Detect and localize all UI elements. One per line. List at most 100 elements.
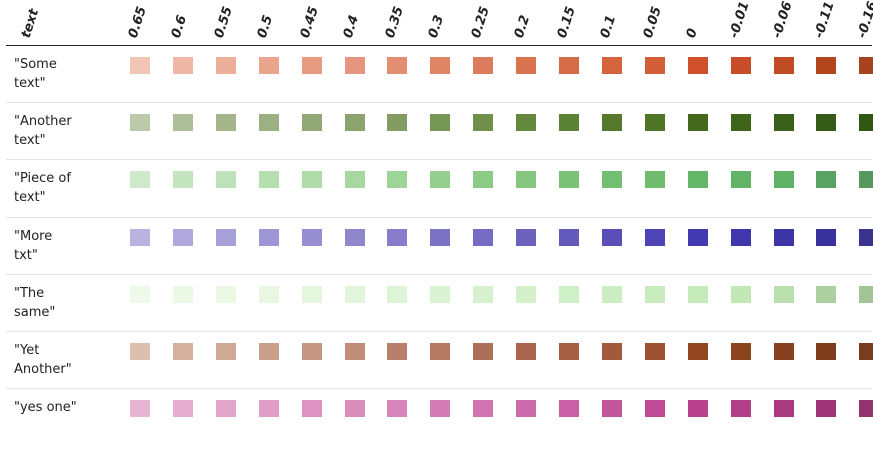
heatmap-cell [816, 343, 837, 360]
heatmap-cell [130, 343, 150, 360]
heatmap-cell [644, 228, 665, 246]
heatmap-cell [130, 114, 150, 132]
heatmap-cell [172, 57, 193, 74]
heatmap-cell [559, 228, 579, 246]
heatmap-cell [730, 285, 751, 303]
column-header-label: 0.05 [640, 4, 665, 40]
heatmap-cell [430, 343, 451, 360]
column-header-label: -0.11 [812, 0, 838, 41]
row-label: "Another text" [14, 114, 72, 149]
heatmap-cell [773, 171, 794, 189]
column-header-label: 0 [683, 26, 701, 40]
heatmap-cell [215, 400, 236, 418]
column-header-label: 0.25 [468, 4, 494, 40]
row-divider [6, 102, 872, 104]
heatmap-cell [258, 400, 279, 418]
heatmap-cell [730, 114, 751, 132]
column-header-label: 0.4 [340, 13, 362, 41]
heatmap-cell [258, 343, 279, 360]
heatmap-cell [344, 228, 365, 246]
column-header-label: 0.6 [168, 13, 191, 41]
heatmap-cell [816, 400, 837, 418]
heatmap-cell [859, 343, 873, 360]
heatmap-cell [644, 285, 665, 303]
heatmap-cell [516, 57, 537, 74]
heatmap-cell [559, 57, 579, 74]
heatmap-cell [473, 114, 494, 132]
heatmap-cell [473, 228, 494, 246]
heatmap-cell [215, 114, 236, 132]
heatmap-cell [430, 228, 451, 246]
column-header: 0.65 [120, 0, 160, 44]
heatmap-cell [258, 285, 279, 303]
heatmap-cell [473, 343, 494, 360]
heatmap-cell [601, 400, 622, 418]
column-header: 0.45 [292, 0, 332, 44]
heatmap-cell [301, 171, 322, 189]
column-header: -0.11 [806, 0, 846, 44]
heatmap-cell [730, 171, 751, 189]
heatmap-cell [601, 228, 622, 246]
row-divider [6, 159, 872, 161]
column-header: 0.5 [249, 0, 289, 44]
heatmap-cell [859, 171, 873, 189]
row-label: "yes one" [14, 400, 77, 416]
heatmap-cell [172, 343, 193, 360]
heatmap-cell [387, 114, 408, 132]
heatmap-cell [215, 343, 236, 360]
heatmap-cell [644, 400, 665, 418]
column-header-label: 0.45 [297, 4, 322, 40]
column-header: 0.3 [420, 0, 460, 44]
heatmap-cell [130, 400, 150, 418]
row-label: "More txt" [14, 228, 53, 263]
heatmap-cell [859, 228, 873, 246]
heatmap-cell [816, 171, 837, 189]
heatmap-cell [859, 285, 873, 303]
row-label: "Some text" [14, 57, 57, 91]
heatmap-cell [730, 400, 751, 418]
column-header: 0.05 [635, 0, 675, 44]
column-header-label: 0.3 [426, 13, 448, 41]
column-header: 0.35 [377, 0, 417, 44]
heatmap-cell [730, 57, 751, 74]
heatmap-cell [644, 343, 665, 360]
heatmap-cell [516, 400, 537, 418]
column-header: 0.25 [463, 0, 503, 44]
header-divider [6, 45, 872, 46]
heatmap-cell [301, 400, 322, 418]
heatmap-cell [344, 285, 365, 303]
heatmap-cell [215, 228, 236, 246]
heatmap-cell [601, 285, 622, 303]
row-label: "The same" [14, 285, 56, 320]
row-label: "Piece of text" [14, 171, 71, 206]
heatmap-cell [516, 171, 537, 189]
heatmap-cell [601, 171, 622, 189]
column-header: -0.06 [764, 0, 804, 44]
heatmap-cell [773, 285, 794, 303]
heatmap-cell [301, 228, 322, 246]
heatmap-cell [301, 57, 322, 74]
heatmap-cell [130, 228, 150, 246]
heatmap-cell [516, 114, 537, 132]
heatmap-cell [687, 114, 708, 132]
heatmap-cell [430, 400, 451, 418]
heatmap-cell [687, 57, 708, 74]
heatmap-cell [687, 285, 708, 303]
heatmap-cell [473, 400, 494, 418]
heatmap-cell [730, 228, 751, 246]
heatmap-cell [516, 228, 537, 246]
heatmap-cell [344, 343, 365, 360]
column-header: -0.16 [849, 0, 873, 44]
heatmap-cell [301, 343, 322, 360]
heatmap-cell [430, 114, 451, 132]
heatmap-cell [430, 171, 451, 189]
column-header-label: -0.01 [726, 0, 753, 41]
heatmap-cell [172, 114, 193, 132]
column-header: 0.2 [506, 0, 546, 44]
heatmap-cell [516, 343, 537, 360]
heatmap-cell [130, 285, 150, 303]
row-divider [6, 388, 872, 390]
heatmap-cell [215, 171, 236, 189]
heatmap-cell [773, 114, 794, 132]
heatmap-cell [387, 171, 408, 189]
